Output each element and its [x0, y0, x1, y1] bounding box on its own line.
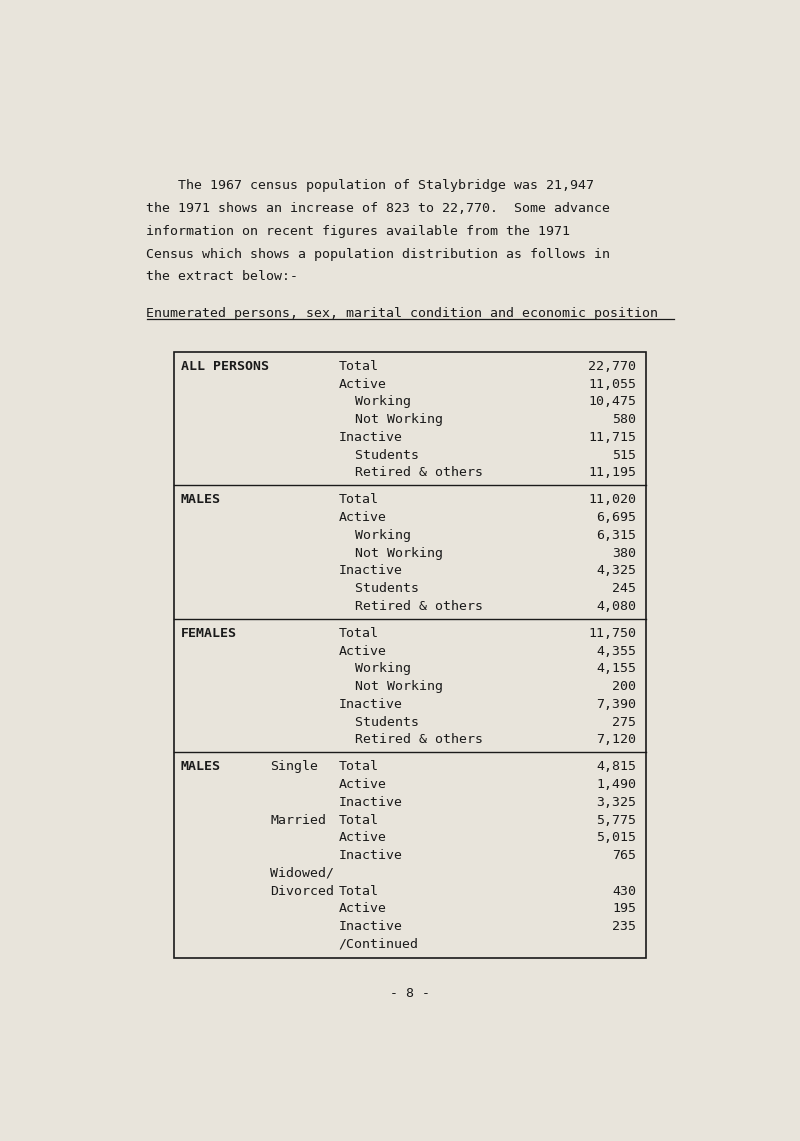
Text: 11,750: 11,750 [588, 626, 636, 640]
Text: Divorced: Divorced [270, 884, 334, 898]
Text: 1,490: 1,490 [596, 778, 636, 791]
Text: Active: Active [338, 832, 386, 844]
Text: Inactive: Inactive [338, 565, 402, 577]
Text: 11,055: 11,055 [588, 378, 636, 390]
Text: 200: 200 [612, 680, 636, 693]
Text: Retired & others: Retired & others [338, 467, 482, 479]
Text: Inactive: Inactive [338, 849, 402, 861]
Text: Working: Working [338, 528, 410, 542]
Text: Working: Working [338, 395, 410, 408]
Text: 4,325: 4,325 [596, 565, 636, 577]
Text: Total: Total [338, 493, 378, 507]
Text: Total: Total [338, 760, 378, 774]
Text: Active: Active [338, 903, 386, 915]
Text: MALES: MALES [181, 760, 221, 774]
Text: 4,815: 4,815 [596, 760, 636, 774]
Text: /Continued: /Continued [338, 938, 418, 950]
Text: 245: 245 [612, 582, 636, 594]
Text: Working: Working [338, 662, 410, 675]
Text: Married: Married [270, 814, 326, 826]
Text: Active: Active [338, 778, 386, 791]
Text: Retired & others: Retired & others [338, 600, 482, 613]
Text: Not Working: Not Working [338, 680, 442, 693]
Text: Students: Students [338, 448, 418, 461]
Text: The 1967 census population of Stalybridge was 21,947: The 1967 census population of Stalybridg… [146, 179, 594, 192]
Text: Inactive: Inactive [338, 698, 402, 711]
Text: Active: Active [338, 378, 386, 390]
Text: 22,770: 22,770 [588, 359, 636, 373]
Text: 275: 275 [612, 715, 636, 728]
Text: 380: 380 [612, 547, 636, 559]
Text: 430: 430 [612, 884, 636, 898]
Text: 235: 235 [612, 920, 636, 933]
Text: 7,390: 7,390 [596, 698, 636, 711]
Text: Single: Single [270, 760, 318, 774]
Text: 10,475: 10,475 [588, 395, 636, 408]
Text: 4,080: 4,080 [596, 600, 636, 613]
Text: Active: Active [338, 645, 386, 657]
Text: Retired & others: Retired & others [338, 734, 482, 746]
Text: Inactive: Inactive [338, 795, 402, 809]
Text: 515: 515 [612, 448, 636, 461]
Text: 11,020: 11,020 [588, 493, 636, 507]
Text: 6,695: 6,695 [596, 511, 636, 524]
Text: Active: Active [338, 511, 386, 524]
Text: Total: Total [338, 359, 378, 373]
Text: Not Working: Not Working [338, 547, 442, 559]
Text: information on recent figures available from the 1971: information on recent figures available … [146, 225, 570, 237]
Text: 11,195: 11,195 [588, 467, 636, 479]
Text: - 8 -: - 8 - [390, 987, 430, 1000]
Text: 6,315: 6,315 [596, 528, 636, 542]
Text: ALL PERSONS: ALL PERSONS [181, 359, 269, 373]
Text: Enumerated persons, sex, marital condition and economic position: Enumerated persons, sex, marital conditi… [146, 307, 658, 321]
Text: Total: Total [338, 884, 378, 898]
Text: Total: Total [338, 814, 378, 826]
Text: 5,775: 5,775 [596, 814, 636, 826]
Text: Widowed/: Widowed/ [270, 867, 334, 880]
Text: Students: Students [338, 582, 418, 594]
Text: Total: Total [338, 626, 378, 640]
Text: Students: Students [338, 715, 418, 728]
Text: Not Working: Not Working [338, 413, 442, 426]
Text: 580: 580 [612, 413, 636, 426]
Text: the extract below:-: the extract below:- [146, 270, 298, 283]
Text: 4,155: 4,155 [596, 662, 636, 675]
Text: 765: 765 [612, 849, 636, 861]
Text: the 1971 shows an increase of 823 to 22,770.  Some advance: the 1971 shows an increase of 823 to 22,… [146, 202, 610, 215]
Bar [174, 353, 646, 958]
Text: FEMALES: FEMALES [181, 626, 237, 640]
Text: Inactive: Inactive [338, 431, 402, 444]
Text: 7,120: 7,120 [596, 734, 636, 746]
Text: 4,355: 4,355 [596, 645, 636, 657]
Text: 5,015: 5,015 [596, 832, 636, 844]
Text: 11,715: 11,715 [588, 431, 636, 444]
Text: 195: 195 [612, 903, 636, 915]
Text: Census which shows a population distribution as follows in: Census which shows a population distribu… [146, 248, 610, 260]
Text: 3,325: 3,325 [596, 795, 636, 809]
Text: Inactive: Inactive [338, 920, 402, 933]
Text: MALES: MALES [181, 493, 221, 507]
